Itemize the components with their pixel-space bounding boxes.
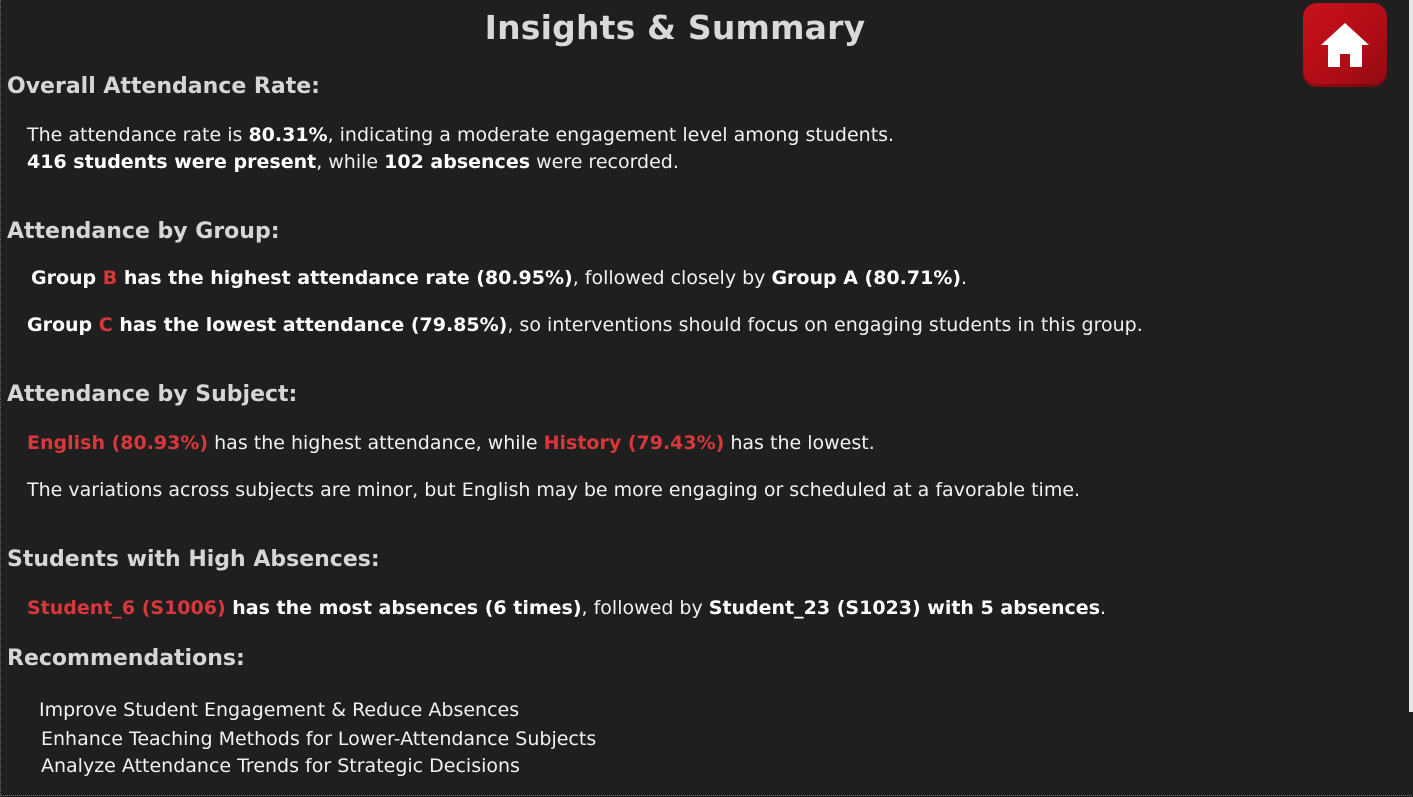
group-label: Group — [31, 267, 103, 289]
subject-line-1: English (80.93%) has the highest attenda… — [27, 432, 875, 454]
present-count: 416 students were present — [27, 151, 317, 173]
recommendation-item: Improve Student Engagement & Reduce Abse… — [39, 699, 520, 721]
text: . — [1100, 597, 1107, 619]
second-group-text: Group A (80.71%) — [771, 267, 962, 289]
group-line-2: Group C has the lowest attendance (79.85… — [27, 314, 1143, 336]
overall-line-2: 416 students were present, while 102 abs… — [27, 151, 679, 173]
home-icon — [1321, 23, 1369, 67]
text: The attendance rate is — [27, 124, 249, 146]
top-absent-text: has the most absences (6 times) — [225, 597, 582, 619]
group-line-1: Group B has the highest attendance rate … — [31, 267, 967, 289]
absences-line-1: Student_6 (S1006) has the most absences … — [27, 597, 1106, 619]
absence-count: 102 absences — [384, 151, 531, 173]
home-button[interactable] — [1303, 3, 1387, 87]
highest-group-text: has the highest attendance rate (80.95%) — [117, 267, 573, 289]
text: , while — [316, 151, 385, 173]
heading-recommendations: Recommendations: — [7, 646, 245, 671]
lowest-group-text: has the lowest attendance (79.85%) — [112, 314, 508, 336]
subject-line-2: The variations across subjects are minor… — [27, 479, 1081, 501]
highest-subject: English (80.93%) — [27, 432, 209, 454]
overall-line-1: The attendance rate is 80.31%, indicatin… — [27, 124, 894, 146]
text: , indicating a moderate engagement level… — [327, 124, 895, 146]
group-letter: B — [102, 267, 118, 289]
heading-high-absences: Students with High Absences: — [7, 547, 380, 572]
text: , followed by — [581, 597, 709, 619]
group-letter: C — [98, 314, 113, 336]
top-absent-student: Student_6 (S1006) — [27, 597, 226, 619]
second-absent-student: Student_23 (S1023) with 5 absences — [708, 597, 1100, 619]
text: has the highest attendance, while — [208, 432, 544, 454]
heading-attendance-by-group: Attendance by Group: — [7, 219, 280, 244]
text: were recorded. — [530, 151, 679, 173]
attendance-rate-value: 80.31% — [248, 124, 328, 146]
text: , so interventions should focus on engag… — [507, 314, 1143, 336]
heading-attendance-by-subject: Attendance by Subject: — [7, 382, 298, 407]
lowest-subject: History (79.43%) — [543, 432, 725, 454]
text: . — [961, 267, 968, 289]
group-label: Group — [27, 314, 99, 336]
recommendation-item: Enhance Teaching Methods for Lower-Atten… — [41, 728, 597, 750]
page-title: Insights & Summary — [484, 8, 866, 47]
heading-overall-attendance: Overall Attendance Rate: — [7, 74, 320, 99]
text: has the lowest. — [724, 432, 875, 454]
recommendation-item: Analyze Attendance Trends for Strategic … — [41, 755, 520, 777]
scrollbar-track[interactable] — [1409, 0, 1413, 712]
text: , followed closely by — [572, 267, 772, 289]
